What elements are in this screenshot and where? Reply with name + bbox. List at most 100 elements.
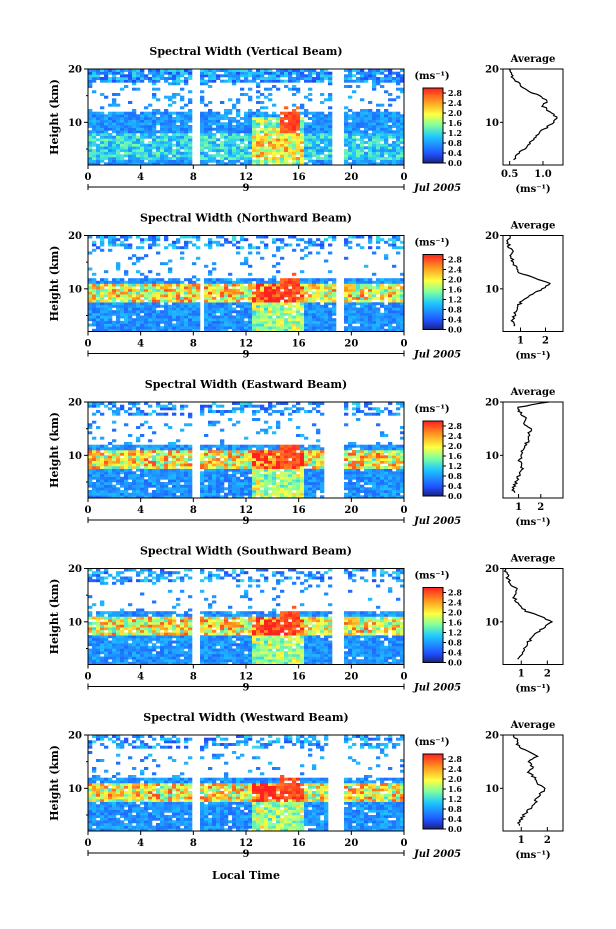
heatmap-cell	[388, 278, 393, 282]
heatmap-cell	[384, 74, 389, 78]
heatmap-cell	[240, 135, 245, 139]
heatmap-cell	[156, 119, 161, 123]
heatmap-cell	[236, 468, 241, 472]
heatmap-cell	[248, 283, 253, 287]
heatmap-cell	[388, 119, 393, 123]
heatmap-cell	[228, 452, 233, 456]
heatmap-cell	[236, 146, 241, 150]
colorbar-tick-label: 0.0	[448, 158, 462, 168]
heatmap-cell	[280, 463, 285, 467]
heatmap-cell	[192, 275, 197, 279]
heatmap-cell	[100, 460, 105, 464]
heatmap-cell	[252, 410, 257, 413]
heatmap-cell	[224, 474, 229, 477]
heatmap-cell	[256, 149, 261, 152]
heatmap-cell	[96, 127, 101, 131]
heatmap-cell	[256, 278, 261, 282]
heatmap-cell	[116, 463, 121, 467]
heatmap-cell	[276, 423, 281, 427]
heatmap-cell	[148, 280, 153, 284]
heatmap-cell	[92, 447, 97, 451]
heatmap-cell	[136, 492, 141, 496]
heatmap-cell	[116, 77, 121, 80]
heatmap-cell	[372, 162, 377, 166]
heatmap-cell	[244, 138, 249, 142]
x-tick-label: 4	[137, 172, 144, 183]
heatmap-cell	[256, 141, 261, 144]
heatmap-cell	[116, 495, 121, 499]
heatmap-cell	[196, 304, 201, 308]
heatmap-cell	[400, 159, 405, 163]
heatmap-cell	[296, 114, 301, 118]
heatmap-cell	[284, 157, 289, 160]
heatmap-cell	[364, 304, 369, 308]
heatmap-cell	[324, 288, 329, 292]
heatmap-cell	[92, 450, 97, 453]
heatmap-cell	[120, 312, 125, 316]
heatmap-cell	[300, 138, 305, 142]
heatmap-cell	[316, 487, 321, 491]
heatmap-cell	[276, 294, 281, 298]
heatmap-cell	[244, 149, 249, 152]
heatmap-cell	[308, 251, 313, 255]
heatmap-cell	[192, 299, 197, 303]
heatmap-cell	[132, 323, 137, 327]
heatmap-cell	[396, 312, 401, 316]
heatmap-cell	[184, 77, 189, 80]
heatmap-cell	[260, 114, 265, 118]
heatmap-cell	[108, 299, 113, 303]
heatmap-cell	[132, 458, 137, 461]
heatmap-cell	[164, 482, 169, 485]
heatmap-cell	[288, 495, 293, 499]
heatmap-cell	[88, 458, 93, 461]
heatmap-cell	[292, 468, 297, 472]
heatmap-cell	[320, 291, 325, 295]
heatmap-cell	[352, 119, 357, 123]
heatmap-cell	[204, 286, 209, 290]
heatmap-cell	[236, 312, 241, 316]
heatmap-cell	[88, 460, 93, 464]
heatmap-cell	[288, 307, 293, 311]
heatmap-cell	[376, 235, 381, 239]
heatmap-cell	[124, 326, 129, 330]
heatmap-cell	[304, 141, 309, 144]
heatmap-cell	[240, 487, 245, 491]
heatmap-cell	[280, 133, 285, 136]
heatmap-cell	[208, 286, 213, 290]
heatmap-cell	[396, 246, 401, 250]
heatmap-cell	[304, 246, 309, 250]
heatmap-cell	[300, 256, 305, 260]
heatmap-cell	[208, 312, 213, 316]
heatmap-cell	[100, 157, 105, 160]
heatmap-cell	[372, 157, 377, 160]
heatmap-cell	[116, 159, 121, 163]
heatmap-cell	[100, 130, 105, 134]
heatmap-cell	[212, 286, 217, 290]
heatmap-cell	[96, 320, 101, 324]
heatmap-cell	[112, 143, 117, 147]
heatmap-cell	[120, 135, 125, 139]
heatmap-cell	[264, 146, 269, 150]
heatmap-cell	[168, 130, 173, 134]
heatmap-cell	[244, 114, 249, 118]
heatmap-cell	[208, 495, 213, 499]
heatmap-cell	[188, 69, 193, 72]
heatmap-cell	[108, 280, 113, 284]
heatmap-cell	[252, 154, 257, 158]
heatmap-cell	[188, 146, 193, 150]
heatmap-cell	[268, 133, 273, 136]
heatmap-cell	[100, 479, 105, 483]
heatmap-cell	[316, 458, 321, 461]
heatmap-cell	[296, 328, 301, 332]
heatmap-cell	[316, 428, 321, 432]
heatmap-cell	[208, 85, 213, 88]
heatmap-cell	[372, 296, 377, 300]
heatmap-cell	[288, 484, 293, 488]
heatmap-cell	[116, 69, 121, 72]
heatmap-cell	[116, 444, 121, 448]
heatmap-cell	[160, 463, 165, 467]
heatmap-cell	[388, 125, 393, 128]
heatmap-cell	[276, 79, 281, 83]
heatmap-cell	[244, 447, 249, 451]
heatmap-cell	[276, 296, 281, 300]
